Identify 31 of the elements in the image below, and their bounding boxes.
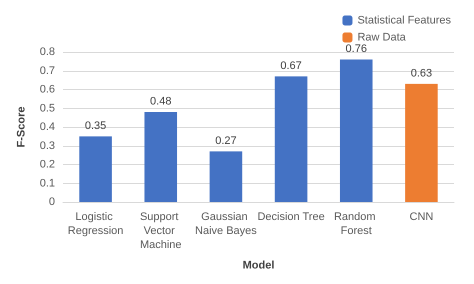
x-tick-label: Gaussian Naive Bayes — [195, 211, 258, 237]
y-tick-label: 0 — [48, 196, 55, 208]
data-label: 0.35 — [84, 120, 106, 132]
bar — [144, 112, 178, 202]
bar — [405, 84, 438, 202]
bar — [340, 60, 373, 202]
y-tick-label: 0.8 — [40, 46, 55, 58]
bar — [210, 151, 242, 202]
x-tick-label: Logistic Regression — [68, 211, 124, 237]
x-tick-label: Decision Tree — [257, 211, 325, 223]
data-label: 0.48 — [150, 96, 172, 108]
y-tick-label: 0.7 — [40, 64, 55, 77]
data-label: 0.76 — [346, 43, 367, 55]
legend-label: Statistical Features — [357, 14, 452, 26]
y-tick-label: 0.1 — [40, 177, 55, 190]
x-tick-label: Support Vector Machine — [140, 211, 182, 251]
bar — [274, 76, 308, 202]
y-tick-label: 0.4 — [40, 121, 55, 133]
legend-label: Raw Data — [357, 32, 407, 44]
x-axis-title: Model — [242, 260, 274, 272]
y-tick-label: 0.3 — [40, 140, 55, 152]
y-axis-title: F-Score — [16, 106, 28, 148]
data-label: 0.27 — [215, 134, 237, 147]
x-tick-label: CNN — [409, 211, 434, 223]
bar — [79, 136, 112, 202]
y-tick-label: 0.2 — [40, 158, 55, 170]
x-tick-label: Random Forest — [334, 211, 379, 237]
y-tick-label: 0.5 — [40, 102, 55, 114]
data-label: 0.63 — [410, 67, 432, 80]
data-label: 0.67 — [280, 60, 302, 72]
y-tick-label: 0.6 — [40, 84, 55, 96]
